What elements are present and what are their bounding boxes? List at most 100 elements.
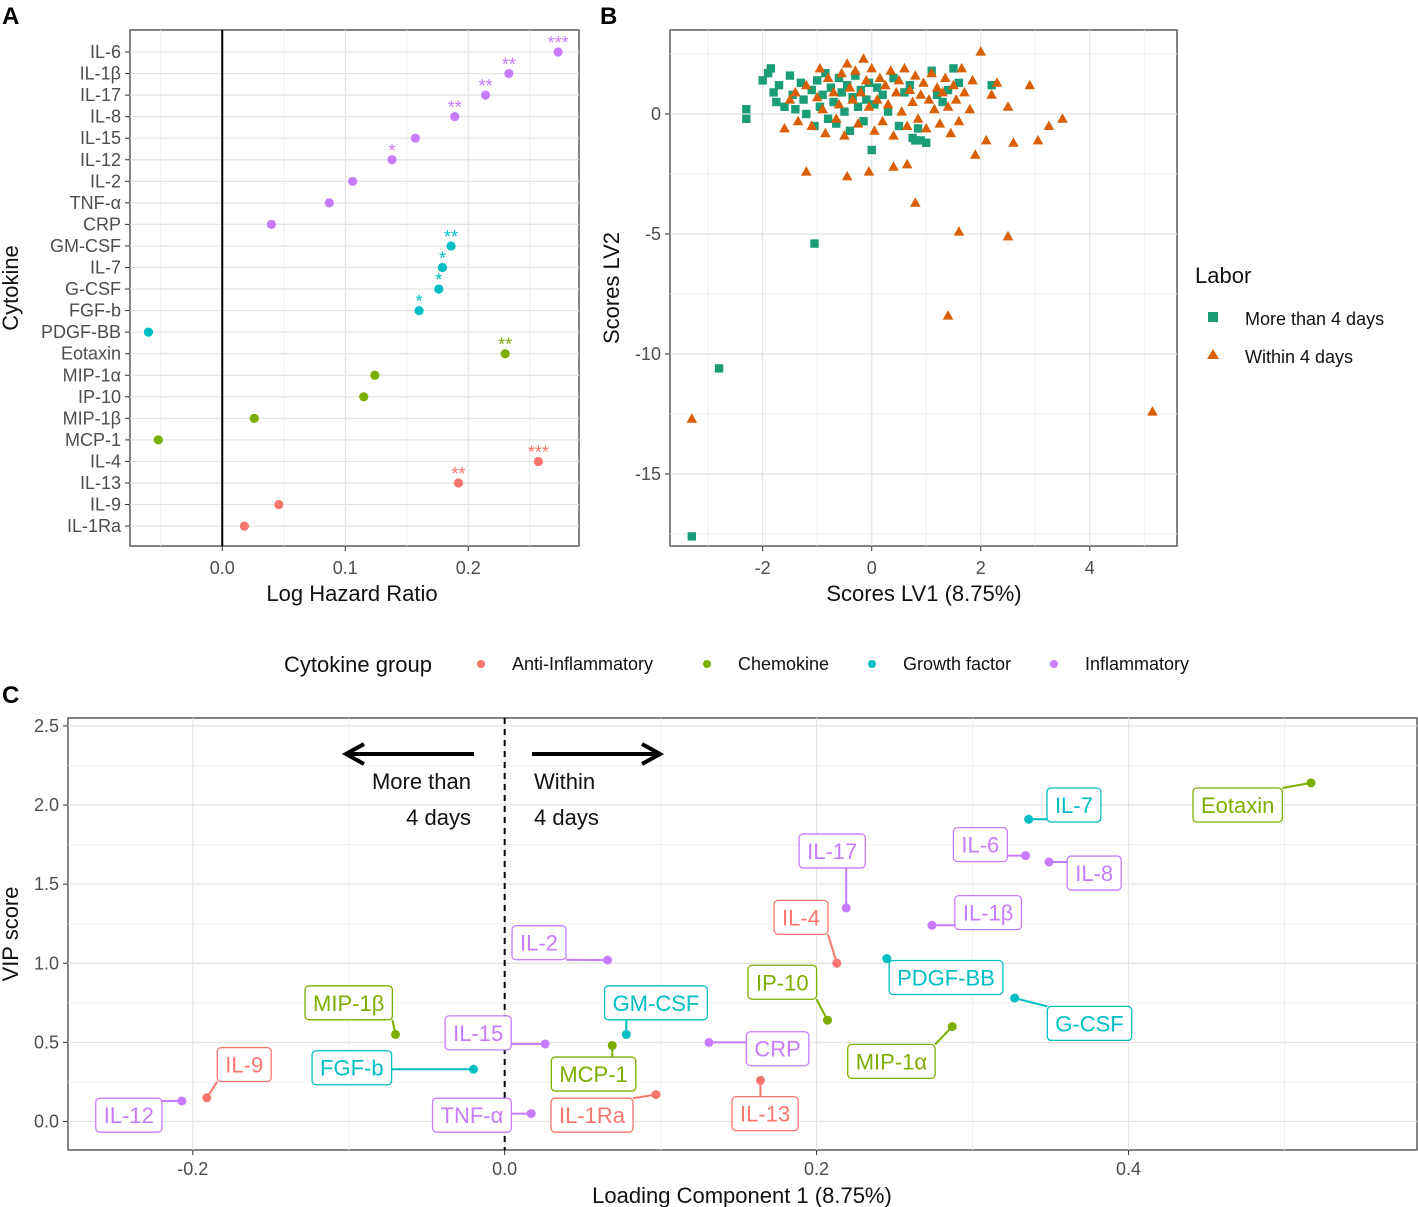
legend-dot-anti-inflammatory [477,660,485,668]
c-label-box-mcp-1 [550,1056,637,1092]
b-point-more [837,88,846,97]
a-point-il-15 [410,133,420,143]
a-point-il-8 [450,112,460,122]
a-point-ip-10 [359,392,369,402]
a-y-tick-label-mip-1: MIP-1β [63,408,121,428]
a-sig-il-17: ** [479,76,493,96]
c-label-pdgf-bb: PDGF-BB [897,966,995,991]
a-point-il-12 [387,155,397,165]
b-point-more [763,69,773,78]
c-label-il-6: IL-6 [961,833,999,858]
a-sig-il-4: *** [528,442,549,462]
b-point-within [792,115,804,126]
b-point-within [822,72,834,82]
b-point-more [872,83,882,92]
b-point-more [943,85,953,95]
b-point-within [910,197,921,207]
b-point-more [714,364,724,373]
b-point-within [953,115,965,126]
a-point-il-1 [504,68,514,79]
b-point-more [922,138,931,147]
b-point-more [780,102,789,111]
a-x-tick-label: 0.1 [333,558,358,578]
c-label-box-il-4 [773,899,829,936]
legend-dot-chemokine [703,660,711,668]
c-y-tick-label: 1.5 [34,874,59,894]
b-point-within [918,77,929,87]
b-point-within [830,113,842,123]
panel-a-chart: 0.0 0.1 0.2IL-6IL-1βIL-17IL-8IL-15IL-12IL-… [0,29,580,606]
b-point-within [874,72,886,82]
b-point-within [863,166,875,176]
c-point-pdgf-bb [882,954,892,964]
a-y-tick-label-il-12: IL-12 [80,150,121,170]
b-point-within [923,94,935,104]
b-point-within [844,82,856,92]
c-x-tick-label: 0.0 [492,1159,517,1179]
panel-b-frame [669,29,1178,547]
b-point-within [980,134,992,145]
b-point-more [842,81,852,90]
c-point-il-9 [202,1093,212,1103]
b-point-within [915,89,927,99]
a-point-mcp-1 [153,435,163,445]
a-y-tick-label-il-4: IL-4 [90,451,121,471]
b-y-tick-label: -15 [635,464,661,484]
b-point-within [1002,101,1014,111]
c-label-il-7: IL-7 [1055,793,1093,818]
a-sig-il-6: *** [548,33,569,53]
a-y-tick-label-gm-csf: GM-CSF [50,236,121,256]
b-point-more [913,124,923,133]
b-point-within [937,86,948,97]
b-point-within [964,103,976,114]
a-point-crp [266,219,277,229]
annotation-right-line2: 4 days [534,805,599,830]
panel-label-c: C [2,682,19,709]
b-point-within [942,101,954,111]
b-point-within [839,130,850,140]
b-point-more [791,105,800,114]
panel-label-a: A [2,3,19,30]
b-point-within [907,96,918,106]
b-point-within [1024,79,1036,90]
b-point-more [832,119,841,128]
legend-label-inflammatory: Inflammatory [1085,654,1189,674]
b-point-more [938,97,947,107]
annotation-right-line1: Within [534,769,595,794]
a-y-tick-label-ip-10: IP-10 [78,387,121,407]
c-label-il-17: IL-17 [807,839,857,864]
c-label-box-il-12 [95,1097,163,1133]
b-point-within [929,103,940,114]
b-point-within [893,74,905,85]
a-x-tick-label: 0.2 [456,558,481,578]
b-x-tick-label: 2 [976,558,986,578]
a-point-tnf [324,198,334,208]
a-sig-il-1: ** [502,55,516,75]
cytokine-group-legend: Cytokine group Anti-Inflammatory Chemoki… [284,652,1189,677]
c-label-box-il-17 [798,833,866,869]
legend-label-growth-factor: Growth factor [903,654,1011,674]
b-point-within [948,79,959,90]
c-label-il-15: IL-15 [453,1021,503,1046]
b-point-more [840,107,849,116]
b-point-within [855,86,867,97]
c-label-il-4: IL-4 [782,905,820,930]
b-point-within [877,115,888,126]
b-point-more [954,78,964,87]
b-point-within [852,118,864,128]
legend-dot-inflammatory [1050,660,1058,668]
c-label-mip-1: MIP-1β [313,991,384,1016]
a-point-g-csf [434,284,444,294]
c-label-ip-10: IP-10 [756,970,809,995]
b-point-more [834,73,844,83]
c-label-box-il-6 [952,826,1008,863]
b-point-within [863,101,875,111]
a-y-tick-label-il-1: IL-1β [80,64,121,84]
legend-label-anti-inflammatory: Anti-Inflammatory [512,654,653,674]
c-label-box-mip-1 [304,985,394,1021]
b-point-more [916,136,925,145]
b-point-more [859,117,868,126]
panel-a-xlabel: Log Hazard Ratio [266,581,437,606]
b-point-more [742,114,751,123]
